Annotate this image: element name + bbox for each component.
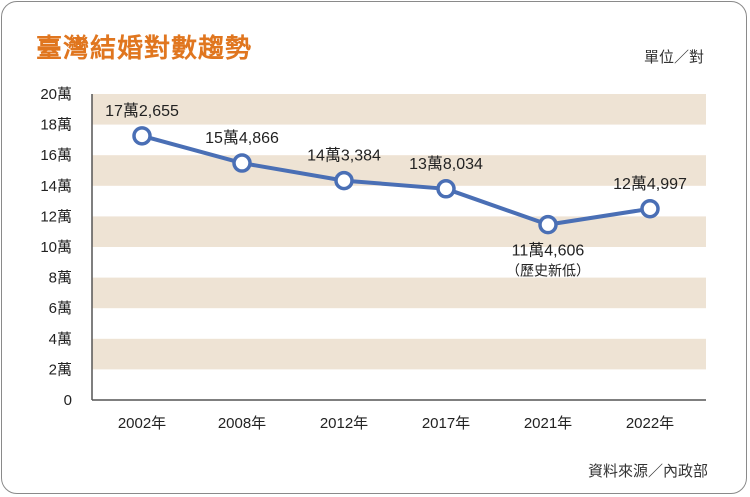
y-tick-label: 10萬 <box>40 239 72 256</box>
record-low-annotation: （歷史新低） <box>506 263 590 279</box>
y-tick-label: 14萬 <box>40 178 72 195</box>
chart-title: 臺灣結婚對數趨勢 <box>36 34 253 64</box>
source-note: 資料來源／內政部 <box>587 462 708 480</box>
grid-band <box>92 277 706 309</box>
grid-band <box>92 338 706 370</box>
y-tick-label: 2萬 <box>49 361 72 378</box>
data-label: 13萬8,034 <box>409 155 483 173</box>
grid-band <box>92 216 706 247</box>
data-label: 17萬2,655 <box>105 102 179 120</box>
data-point <box>132 126 152 146</box>
data-label: 14萬3,384 <box>307 147 381 165</box>
data-point <box>640 199 660 219</box>
data-label: 12萬4,997 <box>613 175 687 193</box>
data-point <box>232 153 252 173</box>
x-tick-label: 2021年 <box>524 415 572 432</box>
y-tick-label: 8萬 <box>49 270 72 287</box>
data-label: 11萬4,606 <box>512 242 585 260</box>
y-tick-label: 6萬 <box>49 300 72 317</box>
x-tick-label: 2008年 <box>218 415 266 432</box>
grid-band <box>92 94 706 125</box>
series-line <box>141 133 651 227</box>
data-point <box>334 170 354 191</box>
grid-band <box>92 155 706 186</box>
y-tick-label: 16萬 <box>40 147 72 164</box>
x-tick-label: 2017年 <box>422 415 470 432</box>
y-tick-label: 12萬 <box>40 208 72 225</box>
x-tick-label: 2002年 <box>118 415 166 432</box>
y-tick-label: 4萬 <box>49 331 72 348</box>
data-point <box>436 179 456 199</box>
y-tick-label: 18萬 <box>40 117 72 134</box>
y-tick-label: 0 <box>64 392 72 409</box>
data-label: 15萬4,866 <box>205 129 279 147</box>
x-tick-label: 2012年 <box>320 415 368 432</box>
x-tick-label: 2022年 <box>626 415 674 432</box>
unit-label: 單位／對 <box>643 48 704 66</box>
y-tick-label: 20萬 <box>40 86 72 103</box>
data-point <box>538 214 558 235</box>
